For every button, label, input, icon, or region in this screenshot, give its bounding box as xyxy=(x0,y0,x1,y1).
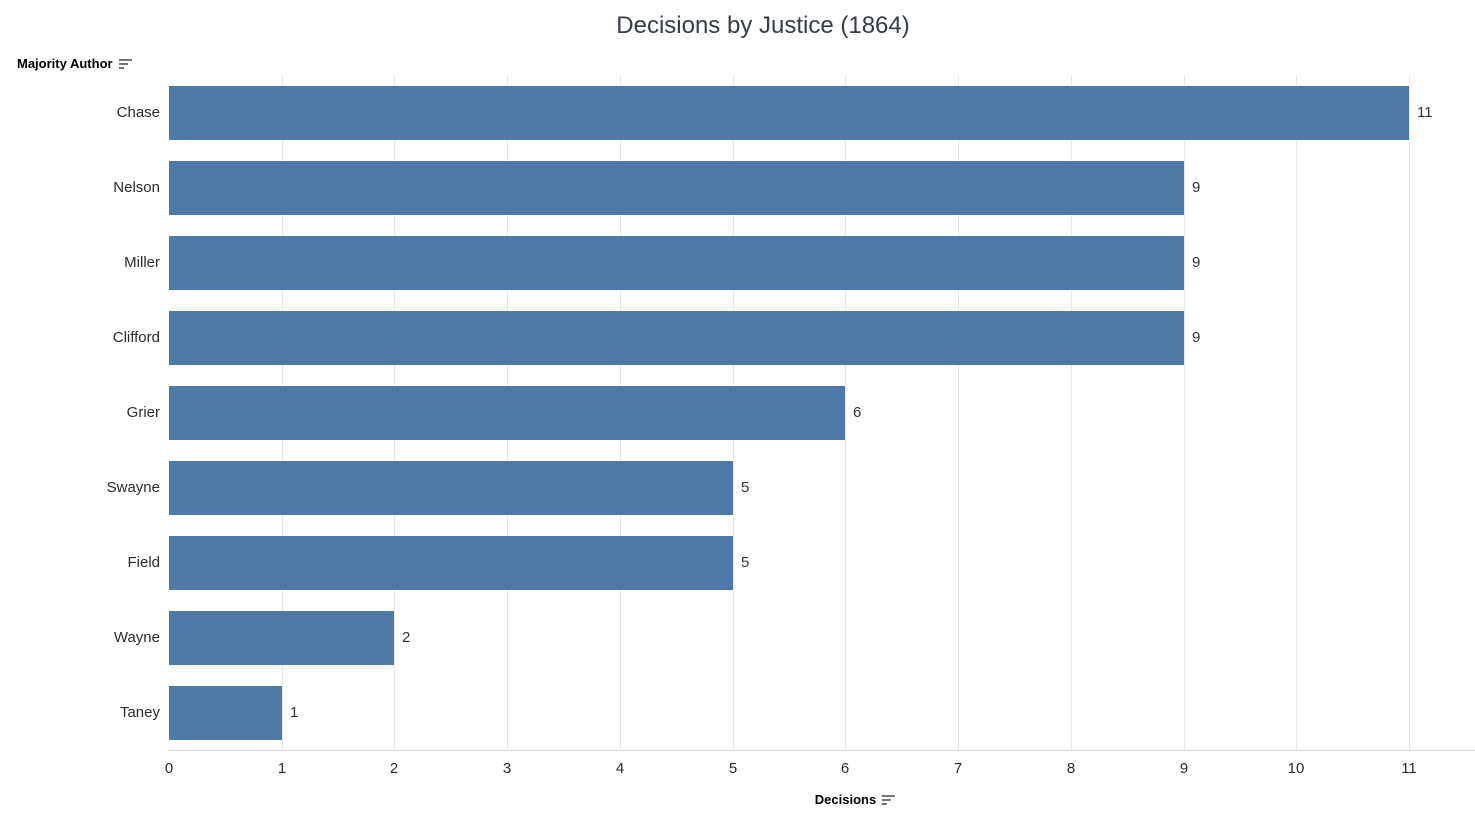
gridline xyxy=(1071,75,1072,750)
category-label-chase[interactable]: Chase xyxy=(116,104,160,121)
bar-miller[interactable] xyxy=(169,235,1184,290)
value-axis-line xyxy=(169,750,1475,751)
bar-value-label: 6 xyxy=(853,404,862,421)
chart-title: Decisions by Justice (1864) xyxy=(616,12,910,39)
bar-field[interactable] xyxy=(169,535,733,590)
value-axis-tick-label: 8 xyxy=(1066,760,1076,777)
bar-value-label: 9 xyxy=(1192,329,1201,346)
sort-descending-icon[interactable] xyxy=(118,58,132,69)
bar-value-label: 2 xyxy=(402,629,411,646)
value-axis-tick-label: 11 xyxy=(1401,760,1417,777)
bar-swayne[interactable] xyxy=(169,460,733,515)
bar-chase[interactable] xyxy=(169,85,1409,140)
gridline xyxy=(1184,75,1185,750)
value-axis-tick-label: 6 xyxy=(840,760,850,777)
gridline xyxy=(1296,75,1297,750)
column-axis-field-label[interactable]: Decisions xyxy=(814,790,896,808)
bar-value-label: 5 xyxy=(741,554,750,571)
row-axis-field-label[interactable]: Majority Author xyxy=(17,54,132,72)
gridline xyxy=(845,75,846,750)
value-axis-tick-label: 0 xyxy=(164,760,174,777)
value-axis-tick-label: 7 xyxy=(953,760,963,777)
value-axis-tick-label: 4 xyxy=(615,760,625,777)
bar-wayne[interactable] xyxy=(169,610,394,665)
bar-taney[interactable] xyxy=(169,685,282,740)
bar-value-label: 5 xyxy=(741,479,750,496)
category-label-taney[interactable]: Taney xyxy=(119,704,160,721)
category-label-grier[interactable]: Grier xyxy=(126,404,160,421)
category-label-clifford[interactable]: Clifford xyxy=(112,329,160,346)
gridline xyxy=(1409,75,1410,750)
value-axis-tick-label: 5 xyxy=(728,760,738,777)
value-axis-tick-label: 9 xyxy=(1179,760,1189,777)
bar-value-label: 9 xyxy=(1192,179,1201,196)
value-axis-tick-label: 10 xyxy=(1287,760,1305,777)
bar-value-label: 9 xyxy=(1192,254,1201,271)
category-label-field[interactable]: Field xyxy=(127,554,160,571)
bar-value-label: 1 xyxy=(290,704,299,721)
value-axis-tick-label: 3 xyxy=(502,760,512,777)
category-label-wayne[interactable]: Wayne xyxy=(113,629,160,646)
bar-nelson[interactable] xyxy=(169,160,1184,215)
plot-area: 11 9 9 9 6 5 5 2 1 xyxy=(169,75,1475,750)
sort-descending-icon[interactable] xyxy=(882,794,896,805)
category-label-swayne[interactable]: Swayne xyxy=(106,479,160,496)
value-axis-tick-label: 1 xyxy=(277,760,287,777)
bar-clifford[interactable] xyxy=(169,310,1184,365)
bar-value-label: 11 xyxy=(1417,104,1433,121)
value-axis-tick-label: 2 xyxy=(389,760,399,777)
column-axis-field-label-text: Decisions xyxy=(814,791,877,807)
gridline xyxy=(958,75,959,750)
category-label-nelson[interactable]: Nelson xyxy=(113,179,160,196)
category-label-miller[interactable]: Miller xyxy=(124,254,160,271)
row-axis-field-label-text: Majority Author xyxy=(17,55,113,71)
bar-grier[interactable] xyxy=(169,385,845,440)
